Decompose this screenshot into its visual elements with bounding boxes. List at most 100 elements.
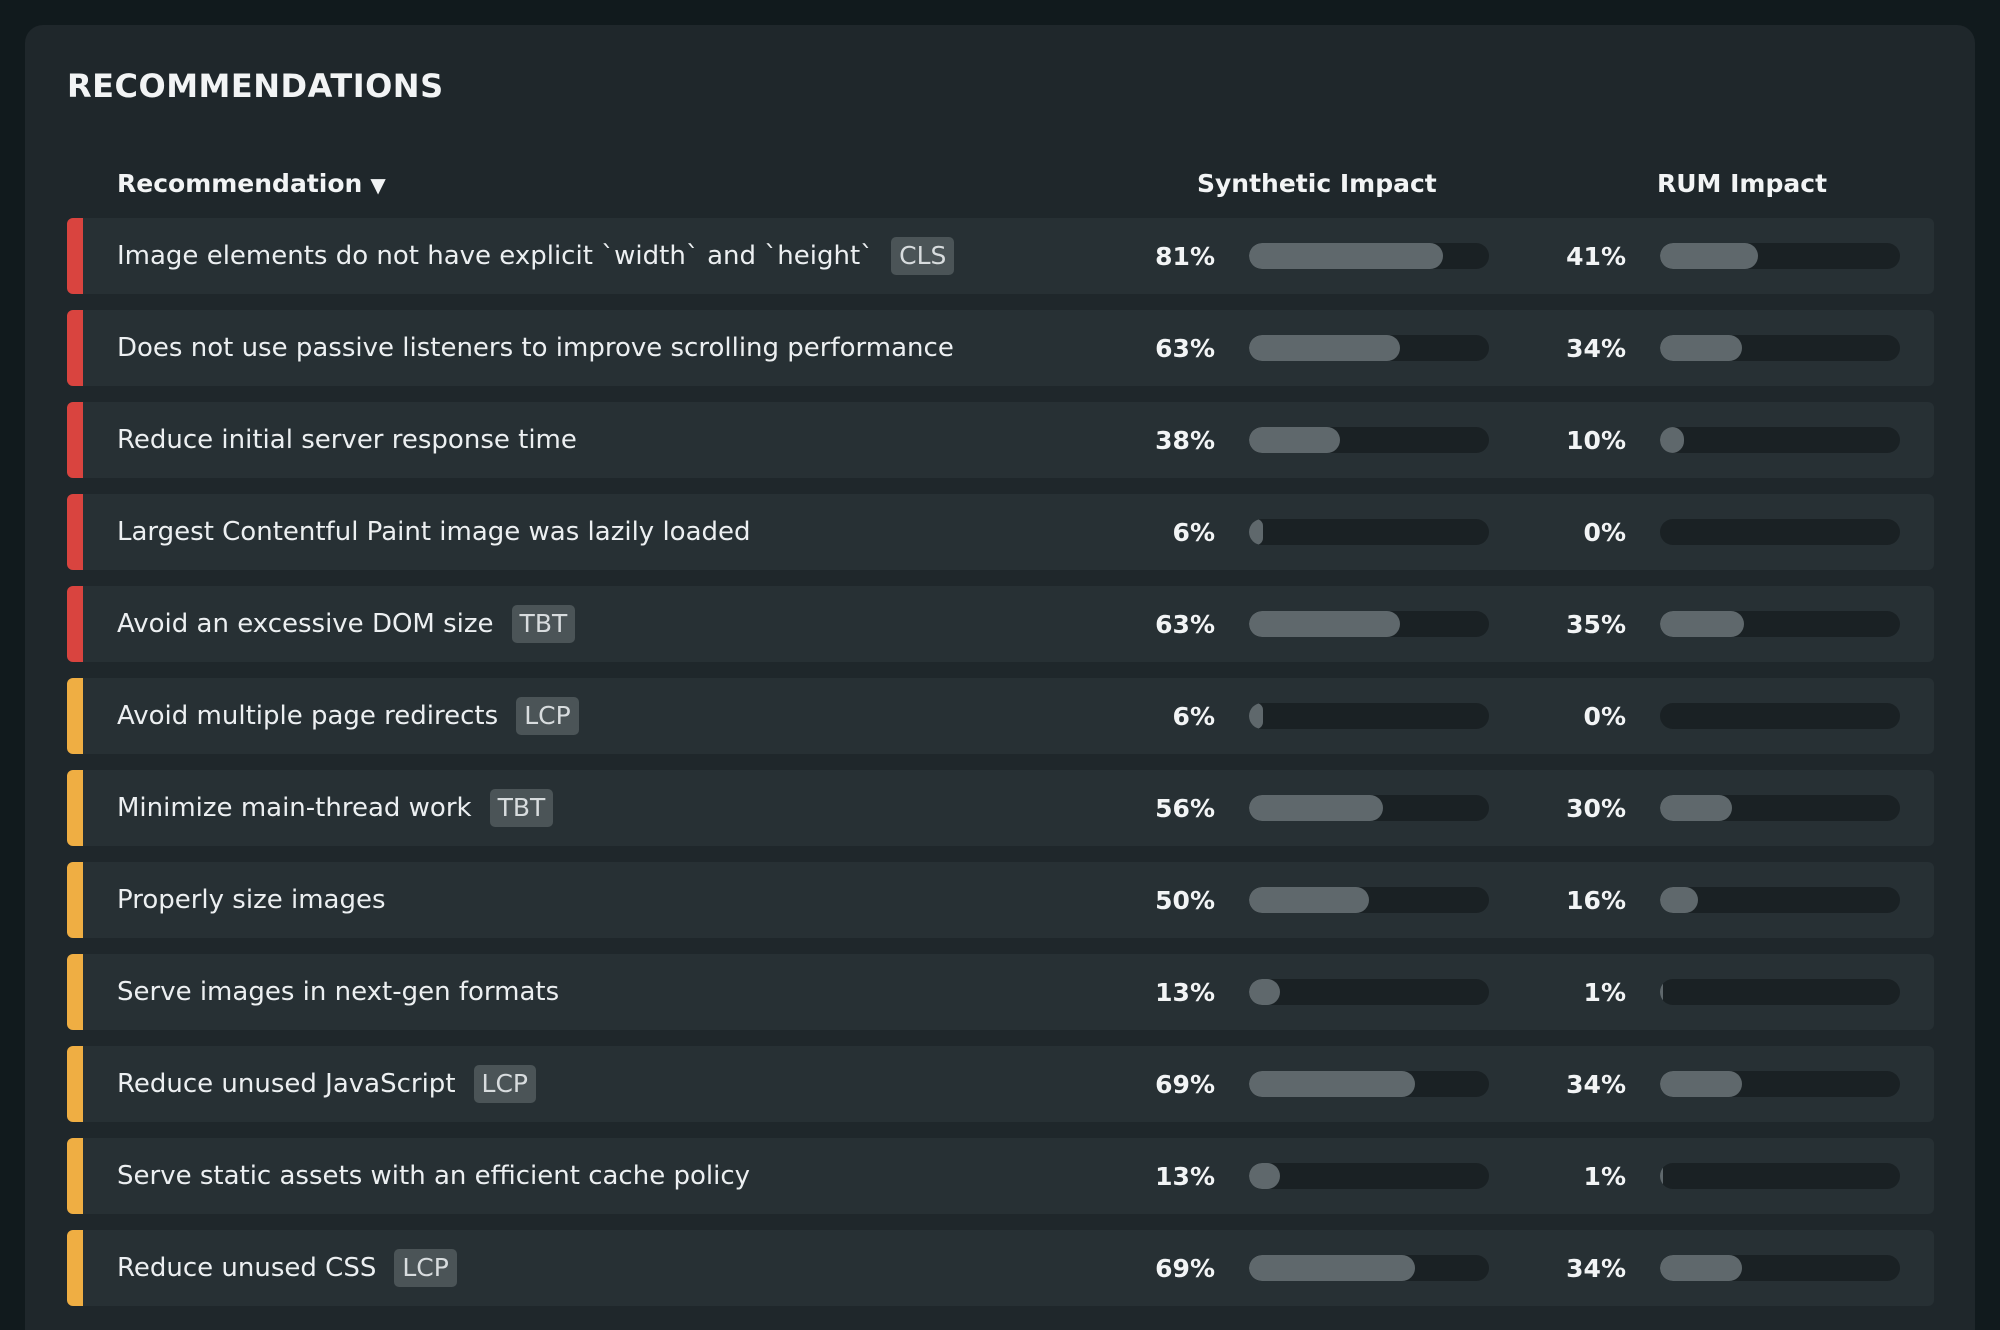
- synthetic-impact-bar: [1249, 1163, 1489, 1189]
- synthetic-impact-bar: [1249, 703, 1489, 729]
- synthetic-impact-fill: [1249, 335, 1401, 361]
- synthetic-impact-fill: [1249, 1163, 1281, 1189]
- synthetic-impact-bar: [1249, 1071, 1489, 1097]
- rum-impact-fill: [1660, 1255, 1742, 1281]
- rum-impact-value: 1%: [1583, 977, 1626, 1007]
- recommendation-row[interactable]: Image elements do not have explicit `wid…: [67, 218, 1934, 294]
- synthetic-impact-fill: [1249, 795, 1384, 821]
- synthetic-impact-value: 56%: [1155, 793, 1215, 823]
- recommendation-label: Reduce unused JavaScript: [117, 1069, 456, 1099]
- synthetic-impact-bar: [1249, 519, 1489, 545]
- rum-impact-fill: [1660, 243, 1759, 269]
- sort-down-icon: ▼: [370, 173, 386, 197]
- metric-badge: LCP: [394, 1249, 457, 1287]
- synthetic-impact-bar: [1249, 611, 1489, 637]
- rum-impact-bar: [1660, 887, 1900, 913]
- rum-impact-bar: [1660, 335, 1900, 361]
- synthetic-impact-value: 63%: [1155, 333, 1215, 363]
- synthetic-impact-bar: [1249, 427, 1489, 453]
- recommendation-label: Largest Contentful Paint image was lazil…: [117, 517, 751, 547]
- synthetic-impact-value: 81%: [1155, 241, 1215, 271]
- synthetic-impact-fill: [1249, 703, 1264, 729]
- recommendations-panel: RECOMMENDATIONS Recommendation ▼ Syntheti…: [25, 25, 1975, 1330]
- synthetic-impact-column-header: Synthetic Impact: [1197, 169, 1437, 198]
- recommendation-label: Reduce initial server response time: [117, 425, 577, 455]
- recommendation-row[interactable]: Largest Contentful Paint image was lazil…: [67, 494, 1934, 570]
- rum-impact-bar: [1660, 979, 1900, 1005]
- recommendation-name: Serve static assets with an efficient ca…: [117, 1138, 750, 1214]
- rum-impact-value: 0%: [1583, 701, 1626, 731]
- rum-impact-fill: [1660, 427, 1684, 453]
- rum-impact-fill: [1660, 1163, 1663, 1189]
- synthetic-impact-value: 69%: [1155, 1069, 1215, 1099]
- synthetic-impact-bar: [1249, 795, 1489, 821]
- synthetic-impact-bar: [1249, 887, 1489, 913]
- rum-impact-value: 34%: [1566, 1253, 1626, 1283]
- recommendations-list: Image elements do not have explicit `wid…: [67, 218, 1934, 1322]
- recommendation-row[interactable]: Minimize main-thread work TBT 56% 30%: [67, 770, 1934, 846]
- metric-badge: TBT: [489, 789, 554, 827]
- synthetic-impact-fill: [1249, 427, 1341, 453]
- rum-impact-value: 41%: [1566, 241, 1626, 271]
- synthetic-impact-bar: [1249, 979, 1489, 1005]
- recommendation-column-label: Recommendation: [117, 169, 363, 198]
- severity-indicator: [67, 586, 83, 662]
- recommendation-row[interactable]: Properly size images 50% 16%: [67, 862, 1934, 938]
- recommendation-name: Reduce initial server response time: [117, 402, 577, 478]
- recommendation-row[interactable]: Reduce initial server response time 38% …: [67, 402, 1934, 478]
- rum-impact-fill: [1660, 1071, 1742, 1097]
- severity-indicator: [67, 862, 83, 938]
- rum-impact-bar: [1660, 427, 1900, 453]
- synthetic-impact-fill: [1249, 243, 1444, 269]
- metric-badge: TBT: [511, 605, 576, 643]
- severity-indicator: [67, 770, 83, 846]
- recommendation-label: Serve static assets with an efficient ca…: [117, 1161, 751, 1191]
- rum-impact-bar: [1660, 703, 1900, 729]
- severity-indicator: [67, 678, 83, 754]
- severity-indicator: [67, 310, 83, 386]
- panel-title: RECOMMENDATIONS: [67, 67, 444, 105]
- rum-impact-value: 30%: [1566, 793, 1626, 823]
- table-header: Recommendation ▼ Synthetic Impact RUM Imp…: [67, 167, 1934, 207]
- recommendation-name: Image elements do not have explicit `wid…: [117, 218, 955, 294]
- rum-impact-fill: [1660, 979, 1663, 1005]
- synthetic-impact-value: 6%: [1172, 701, 1215, 731]
- severity-indicator: [67, 402, 83, 478]
- rum-impact-value: 16%: [1566, 885, 1626, 915]
- recommendation-row[interactable]: Avoid an excessive DOM size TBT 63% 35%: [67, 586, 1934, 662]
- recommendation-label: Serve images in next-gen formats: [117, 977, 560, 1007]
- severity-indicator: [67, 1138, 83, 1214]
- recommendation-row[interactable]: Does not use passive listeners to improv…: [67, 310, 1934, 386]
- rum-impact-value: 34%: [1566, 333, 1626, 363]
- recommendation-label: Avoid an excessive DOM size: [117, 609, 494, 639]
- severity-indicator: [67, 1046, 83, 1122]
- rum-impact-value: 0%: [1583, 517, 1626, 547]
- recommendation-row[interactable]: Reduce unused JavaScript LCP 69% 34%: [67, 1046, 1934, 1122]
- synthetic-impact-fill: [1249, 519, 1264, 545]
- recommendation-name: Avoid an excessive DOM size TBT: [117, 586, 576, 662]
- recommendation-column-header[interactable]: Recommendation ▼: [117, 169, 386, 198]
- rum-impact-bar: [1660, 611, 1900, 637]
- recommendation-name: Does not use passive listeners to improv…: [117, 310, 954, 386]
- recommendation-row[interactable]: Serve images in next-gen formats 13% 1%: [67, 954, 1934, 1030]
- recommendation-row[interactable]: Reduce unused CSS LCP 69% 34%: [67, 1230, 1934, 1306]
- rum-impact-bar: [1660, 1071, 1900, 1097]
- recommendation-label: Reduce unused CSS: [117, 1253, 377, 1283]
- recommendation-label: Image elements do not have explicit `wid…: [117, 241, 874, 271]
- severity-indicator: [67, 218, 83, 294]
- rum-impact-fill: [1660, 335, 1742, 361]
- rum-impact-value: 34%: [1566, 1069, 1626, 1099]
- recommendation-name: Avoid multiple page redirects LCP: [117, 678, 579, 754]
- recommendation-label: Minimize main-thread work: [117, 793, 472, 823]
- synthetic-impact-fill: [1249, 1071, 1415, 1097]
- recommendation-name: Properly size images: [117, 862, 386, 938]
- rum-impact-bar: [1660, 519, 1900, 545]
- recommendation-row[interactable]: Serve static assets with an efficient ca…: [67, 1138, 1934, 1214]
- rum-impact-value: 10%: [1566, 425, 1626, 455]
- rum-impact-fill: [1660, 611, 1744, 637]
- recommendation-label: Does not use passive listeners to improv…: [117, 333, 954, 363]
- synthetic-impact-value: 38%: [1155, 425, 1215, 455]
- rum-impact-value: 35%: [1566, 609, 1626, 639]
- rum-impact-bar: [1660, 1255, 1900, 1281]
- recommendation-row[interactable]: Avoid multiple page redirects LCP 6% 0%: [67, 678, 1934, 754]
